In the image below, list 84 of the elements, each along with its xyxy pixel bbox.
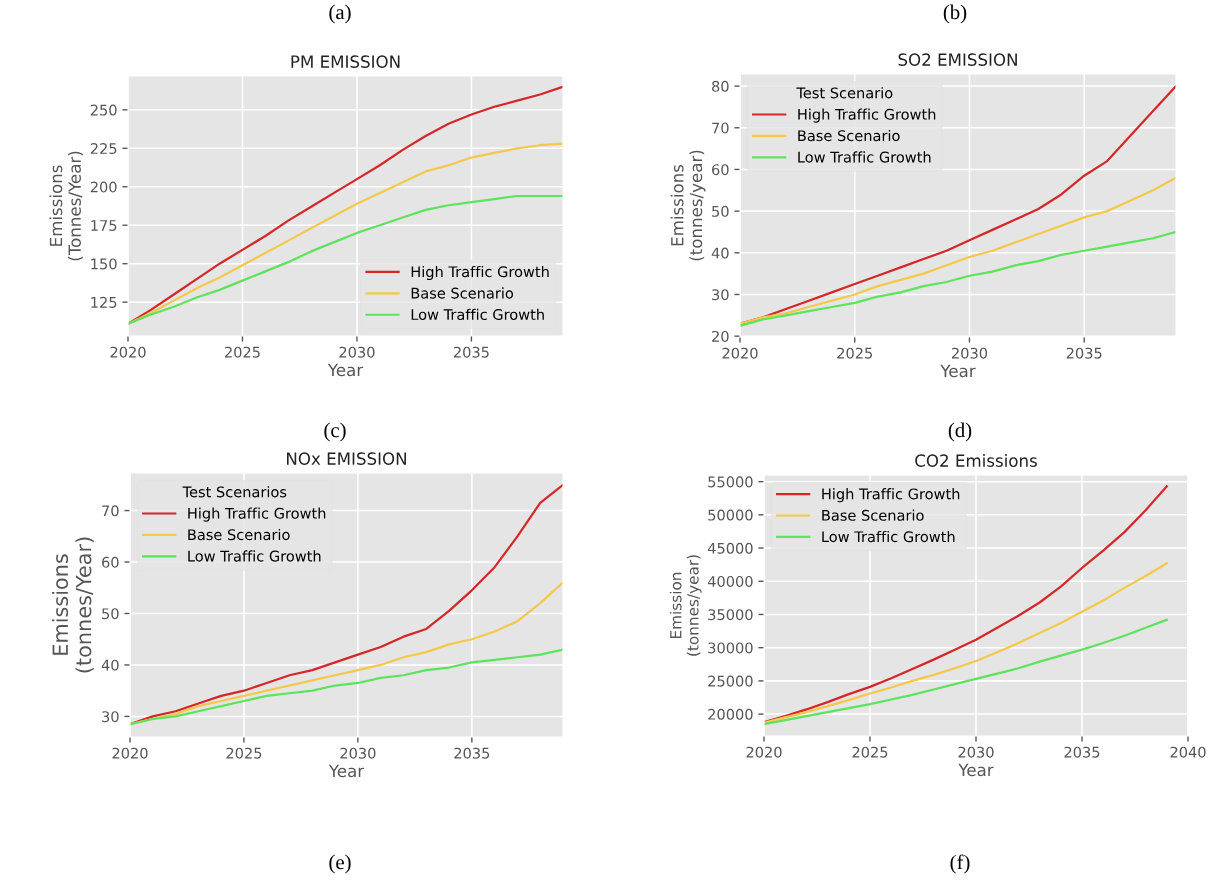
legend-title: Test Scenario (796, 87, 893, 99)
y-tick-label: 30 (102, 711, 119, 723)
line-series (740, 176, 1176, 325)
y-tick-label: 70 (102, 505, 119, 517)
text: (d) (948, 422, 972, 442)
y-tick-label: 20000 (708, 708, 753, 720)
text: (c) (324, 422, 346, 442)
y-tick-label: 70 (712, 122, 729, 134)
y-tick-label: 35000 (708, 609, 753, 621)
x-tick-label: 2020 (110, 346, 146, 358)
y-tick-label: 40000 (707, 575, 753, 588)
x-tick-label: 2025 (837, 347, 873, 359)
x-tick-label: 2030 (958, 746, 994, 758)
x-tick-label: 2035 (1064, 746, 1100, 758)
legend-label: Low Traffic Growth (798, 151, 931, 163)
line-series (764, 485, 1168, 724)
legend-label: High Traffic Growth (411, 265, 549, 281)
chart-title: SO2 EMISSION (898, 53, 1017, 66)
y-tick-label: 40 (101, 659, 119, 671)
x-tick-label: 2035 (1066, 347, 1102, 359)
line-series (130, 483, 563, 726)
legend-label: High Traffic Growth (798, 108, 936, 123)
line-series (128, 194, 563, 325)
chart-title: CO2 Emissions (915, 454, 1037, 467)
line-series (740, 230, 1176, 327)
x-tick-label: 2030 (951, 347, 988, 359)
legend-label: Low Traffic Growth (188, 550, 321, 562)
text: (e) (329, 854, 351, 874)
x-axis-title: Year (328, 764, 365, 778)
x-axis-title: Year (958, 763, 994, 777)
y-tick-label: 45000 (707, 542, 753, 554)
x-axis-title: Year (940, 364, 976, 378)
x-tick-label: 2040 (1170, 746, 1206, 758)
y-tick-label: 60 (102, 556, 119, 568)
y-axis-title: Emissions (tonnes/year) (670, 150, 706, 261)
x-tick-label: 2035 (453, 346, 489, 358)
legend-label: Base Scenario (798, 129, 900, 142)
y-tick-label: 20 (712, 330, 729, 342)
text: (b) (943, 4, 967, 24)
y-tick-label: 175 (91, 220, 117, 231)
y-tick-label: 250 (90, 104, 117, 116)
x-tick-label: 2030 (339, 346, 375, 358)
legend-title: Test Scenarios (182, 486, 287, 498)
y-tick-label: 30000 (708, 642, 753, 654)
y-axis-title: Emissions (Tonnes/Year) (49, 151, 83, 261)
y-tick-label: 40 (711, 247, 729, 259)
chart-title: NOx EMISSION (287, 452, 406, 465)
x-tick-label: 2030 (340, 747, 376, 759)
text: (f) (950, 854, 970, 874)
legend-label: Base Scenario (822, 509, 924, 521)
y-tick-label: 50 (712, 205, 729, 217)
legend-label: High Traffic Growth (822, 488, 960, 503)
line-series (764, 618, 1168, 726)
y-tick-label: 25000 (708, 675, 753, 687)
x-axis-title: Year (327, 363, 364, 377)
x-tick-label: 2025 (226, 747, 262, 759)
line-series (130, 648, 563, 726)
y-axis-title: Emission (tonnes/year) (669, 555, 702, 656)
text: (a) (329, 4, 351, 24)
y-tick-label: 150 (91, 258, 117, 270)
y-tick-label: 30 (712, 289, 729, 301)
y-tick-label: 50000 (708, 509, 753, 521)
y-tick-label: 200 (90, 181, 117, 193)
x-tick-label: 2025 (224, 346, 260, 358)
legend-label: Low Traffic Growth (411, 308, 544, 321)
x-tick-label: 2020 (112, 747, 148, 759)
legend-label: High Traffic Growth (188, 507, 326, 522)
y-tick-label: 125 (91, 296, 117, 308)
x-tick-label: 2025 (852, 746, 888, 758)
chart-title: PM EMISSION (291, 55, 400, 68)
y-tick-label: 225 (90, 143, 117, 155)
line-series (128, 85, 563, 325)
y-tick-label: 50 (102, 608, 119, 620)
y-tick-label: 60 (712, 164, 729, 176)
y-tick-label: 80 (712, 80, 729, 92)
line-series (764, 562, 1168, 724)
legend-label: Low Traffic Growth (822, 530, 955, 543)
y-tick-label: 55000 (708, 476, 753, 488)
x-tick-label: 2035 (454, 747, 490, 759)
x-tick-label: 2020 (746, 746, 782, 758)
legend-label: Base Scenario (188, 528, 290, 541)
legend-label: Base Scenario (411, 287, 514, 299)
y-axis-title: Emissions (tonnes/Year) (51, 537, 94, 673)
x-tick-label: 2020 (722, 347, 758, 359)
